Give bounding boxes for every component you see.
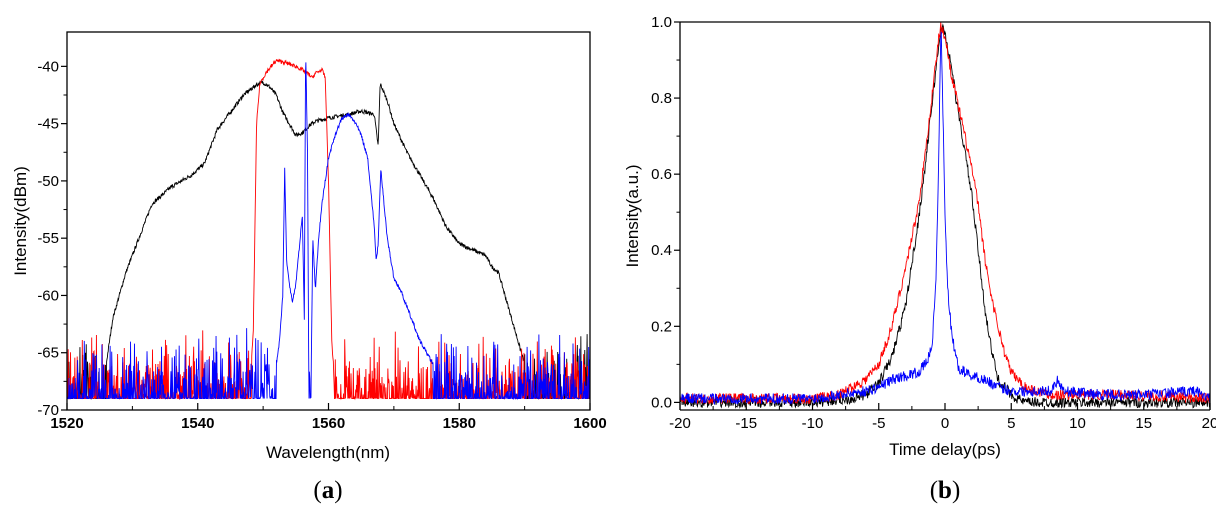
panel-b-x-tick-label: 20 [1202,415,1216,432]
panel-a-x-tick-label: 1520 [50,415,83,432]
panel-b-series-group [679,22,1211,409]
panel-b-y-tick-label: 1.0 [651,14,672,31]
panel-b-x-tick-label: -5 [872,415,885,432]
panel-a-x-tick-label: 1560 [312,415,345,432]
panel-b-label: (b) [930,477,961,504]
panel-b-ticks: -20 -15 -10 -5 0 5 10 15 20 0.0 0.2 0.4 0.6 0.8 1.0 [651,14,1216,432]
panel-b-series-3 [679,31,1211,405]
panel-b-x-tick-label: -15 [735,415,757,432]
panel-b-y-tick-label: 0.8 [651,90,672,107]
panel-a-x-tick-label: 1540 [181,415,214,432]
panel-b-x-tick-label: 5 [1007,415,1015,432]
panel-b-x-tick-label: 15 [1135,415,1152,432]
panel-a-y-tick-label: -50 [37,173,59,190]
panel-a-chart: 1520 1540 1560 1580 1600 -70 -65 -60 -55 -50 -45 -4… [11,31,607,504]
panel-a-label-letter: a [322,477,335,504]
panel-b-label-letter: b [938,477,952,504]
panel-a-y-axis-title: Intensity(dBm) [11,166,30,276]
panel-a-series-1 [66,80,590,400]
panel-a-x-axis-title: Wavelength(nm) [266,443,390,462]
panel-a-series-group [66,58,591,401]
panel-a-y-tick-label: -70 [37,402,59,419]
panel-b-x-tick-label: 10 [1069,415,1086,432]
panel-b-x-tick-label: -20 [669,415,691,432]
panel-b-y-axis-title: Intensity(a.u.) [623,165,642,268]
panel-a-y-tick-label: -65 [37,345,59,362]
panel-a-x-tick-label: 1580 [443,415,476,432]
panel-a-series-2 [67,58,591,401]
panel-a-series-3 [66,62,591,401]
panel-a-y-tick-label: -55 [37,230,59,247]
panel-b-y-tick-label: 0.0 [651,394,672,411]
panel-b-y-tick-label: 0.2 [651,318,672,335]
panel-a-label: (a) [313,477,342,504]
panel-b-x-axis-title: Time delay(ps) [889,440,1001,459]
panel-b-x-tick-label: -10 [802,415,824,432]
panel-b-x-tick-label: 0 [941,415,949,432]
panel-a-ticks: 1520 1540 1560 1580 1600 -70 -65 -60 -55 -50 -45 -4… [37,58,606,432]
panel-a-x-tick-label: 1600 [573,415,606,432]
panel-b-y-tick-label: 0.4 [651,242,672,259]
panel-a-y-tick-label: -45 [37,116,59,133]
panel-b-y-tick-label: 0.6 [651,166,672,183]
panel-a-y-tick-label: -40 [37,58,59,75]
panel-b-chart: -20 -15 -10 -5 0 5 10 15 20 0.0 0.2 0.4 0.6 0.8 1.0 Ti… [623,14,1216,504]
panel-a-y-tick-label: -60 [37,287,59,304]
